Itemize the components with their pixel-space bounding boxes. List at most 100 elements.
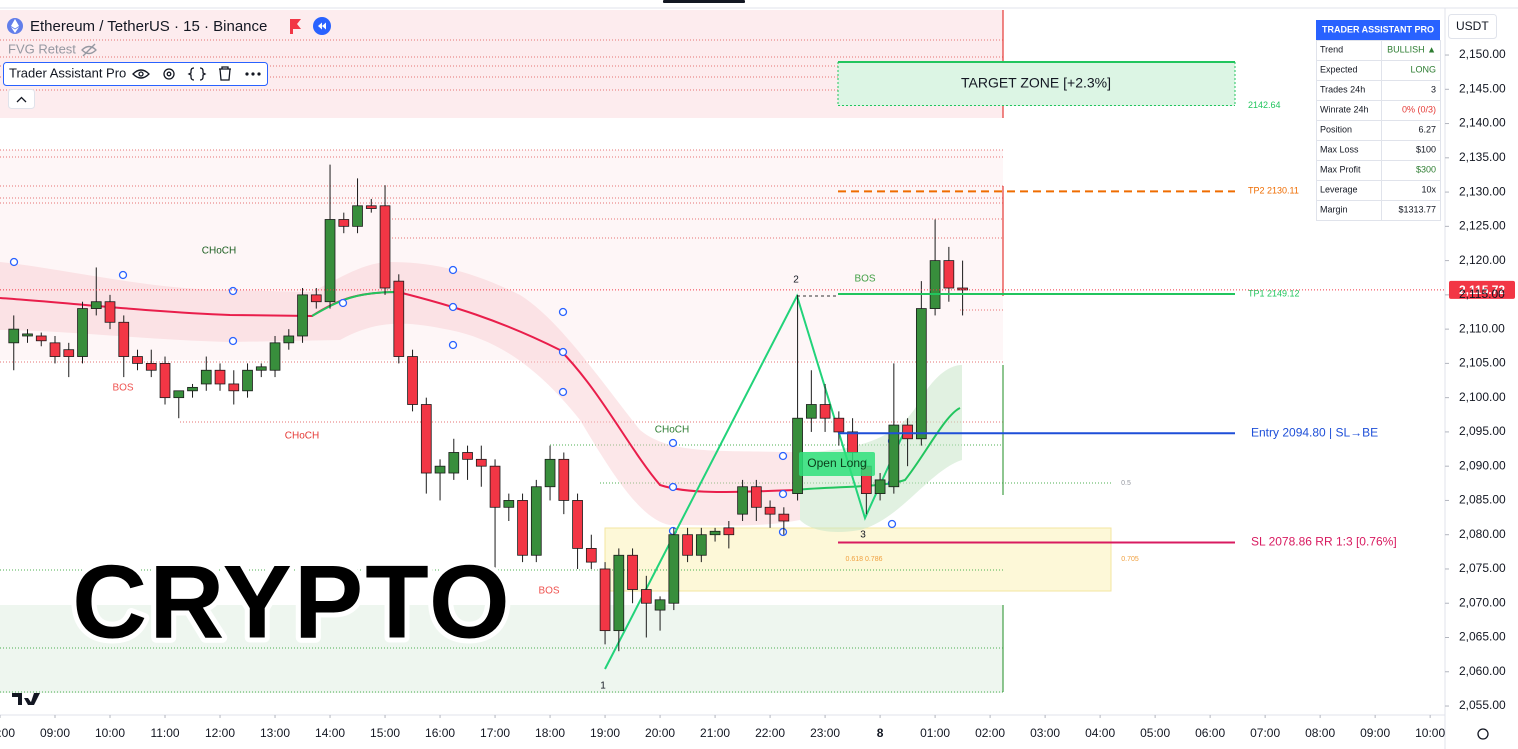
annotation: 0.705: [1121, 556, 1139, 563]
zigzag: [604, 293, 906, 670]
candle-body: [297, 294, 308, 337]
y-tick-label: 2,055.00: [1459, 698, 1506, 712]
currency-label[interactable]: USDT: [1456, 19, 1489, 33]
settings-icon[interactable]: [163, 68, 175, 80]
settings-icon[interactable]: [166, 71, 172, 77]
y-tick-label: 2,110.00: [1459, 321, 1505, 335]
y-tick-label: 2,100.00: [1459, 390, 1506, 404]
candle-body: [503, 500, 515, 508]
candle-body: [393, 280, 405, 357]
candle-body: [338, 219, 350, 227]
candle-body: [613, 554, 625, 632]
level-label: TP2 2130.11: [1248, 186, 1299, 196]
dotted-levels: [0, 39, 1003, 423]
candle-body: [695, 534, 707, 556]
indicator-label[interactable]: FVG Retest: [8, 41, 76, 56]
annotation: CHoCH: [655, 425, 689, 436]
table-value: $1313.77: [1398, 204, 1436, 214]
candle-body: [63, 349, 75, 357]
more-icon[interactable]: [245, 72, 261, 76]
candle-body: [709, 530, 721, 536]
y-tick-label: 2,090.00: [1459, 458, 1506, 472]
x-tick-label: 03:00: [1030, 726, 1060, 740]
x-tick-label: 21:00: [700, 726, 730, 740]
candle-body: [228, 383, 240, 392]
pivot-marker: [778, 489, 788, 499]
x-tick-label: 04:00: [1085, 726, 1115, 740]
indicator-actions[interactable]: [132, 66, 231, 81]
pivot-marker: [558, 347, 568, 357]
table-key: Trades 24h: [1320, 84, 1365, 94]
candle-body: [489, 465, 501, 508]
y-tick-label: 2,150.00: [1459, 47, 1506, 61]
target-zone-label: TARGET ZONE [+2.3%]: [961, 75, 1111, 91]
ma-line-green: [794, 407, 961, 491]
ma-line: [0, 290, 796, 494]
level-label: 2142.64: [1248, 100, 1281, 110]
table-key: Margin: [1320, 204, 1348, 214]
y-tick-label: 2,105.00: [1459, 356, 1506, 370]
candle-body: [805, 404, 817, 419]
table-value: 6.27: [1418, 124, 1436, 134]
candle-body: [572, 500, 583, 549]
annotation: 3: [860, 530, 866, 541]
eye-icon[interactable]: [138, 71, 144, 77]
x-tick-label: 11:00: [150, 726, 179, 740]
x-tick-label: 13:00: [260, 726, 290, 740]
table-title: TRADER ASSISTANT PRO: [1322, 24, 1434, 34]
table-value: $300: [1416, 164, 1436, 174]
candle-body: [407, 356, 418, 405]
candle-body: [90, 301, 102, 309]
table-value: $100: [1416, 144, 1436, 154]
annotation: 2: [793, 275, 799, 286]
candle-body: [448, 452, 460, 474]
flag-icon[interactable]: [290, 19, 301, 34]
candle-body: [585, 548, 597, 563]
ma-line-green: [311, 291, 399, 317]
settings-icon[interactable]: [1477, 728, 1489, 740]
y-tick-label: 2,120.00: [1459, 253, 1506, 267]
x-tick-label: 15:00: [370, 726, 400, 740]
hidden-icon[interactable]: [81, 43, 97, 57]
candle-body: [888, 424, 900, 488]
table-cell: [1381, 200, 1441, 221]
eye-icon[interactable]: [132, 69, 150, 79]
level-label: Entry 2094.80 | SL→BE: [1251, 425, 1378, 439]
table-value: LONG: [1410, 64, 1436, 74]
candle-body: [530, 486, 542, 556]
y-tick-label: 2,065.00: [1459, 630, 1506, 644]
candle-body: [668, 534, 680, 604]
collapse-button[interactable]: [8, 89, 35, 109]
symbol-glyph: [11, 19, 19, 33]
indicator-label[interactable]: Trader Assistant Pro: [9, 65, 126, 80]
table-key: Leverage: [1320, 184, 1358, 194]
table-header-bg: [1316, 20, 1440, 40]
source-icon[interactable]: [187, 67, 207, 81]
table-key: Max Profit: [1320, 164, 1361, 174]
x-tick-label: 07:00: [1250, 726, 1280, 740]
candle-body: [118, 321, 130, 357]
currency-button[interactable]: [1448, 14, 1497, 39]
candle-body: [943, 260, 955, 289]
x-tick-label: 09:00: [40, 726, 70, 740]
candles: [8, 164, 968, 652]
replay-glyph: [318, 22, 326, 30]
assistant-table: TRADER ASSISTANT PRO Trend BULLISH ▲ Expect…: [1316, 20, 1441, 221]
candle-body: [173, 390, 185, 399]
top-tab: [663, 0, 745, 3]
x-tick-label: 23:00: [810, 726, 840, 740]
y-tick-label: 2,115.00: [1459, 287, 1505, 301]
candle-body: [475, 458, 487, 467]
last-price-tag: [1449, 280, 1515, 299]
candle-body: [902, 424, 913, 440]
overlay: TARGET ZONE [+2.3%] 2142.64 TP2 2130.11 TP…: [0, 75, 1515, 692]
x-tick-label: 10:00: [95, 726, 125, 740]
y-tick-label: 2,085.00: [1459, 493, 1506, 507]
candle-body: [750, 486, 762, 508]
x-tick-label: 12:00: [205, 726, 235, 740]
delete-icon[interactable]: [219, 66, 231, 81]
candle-body: [778, 513, 790, 522]
watermark-text: CRYPTO: [72, 544, 512, 660]
candle-body: [874, 479, 886, 494]
